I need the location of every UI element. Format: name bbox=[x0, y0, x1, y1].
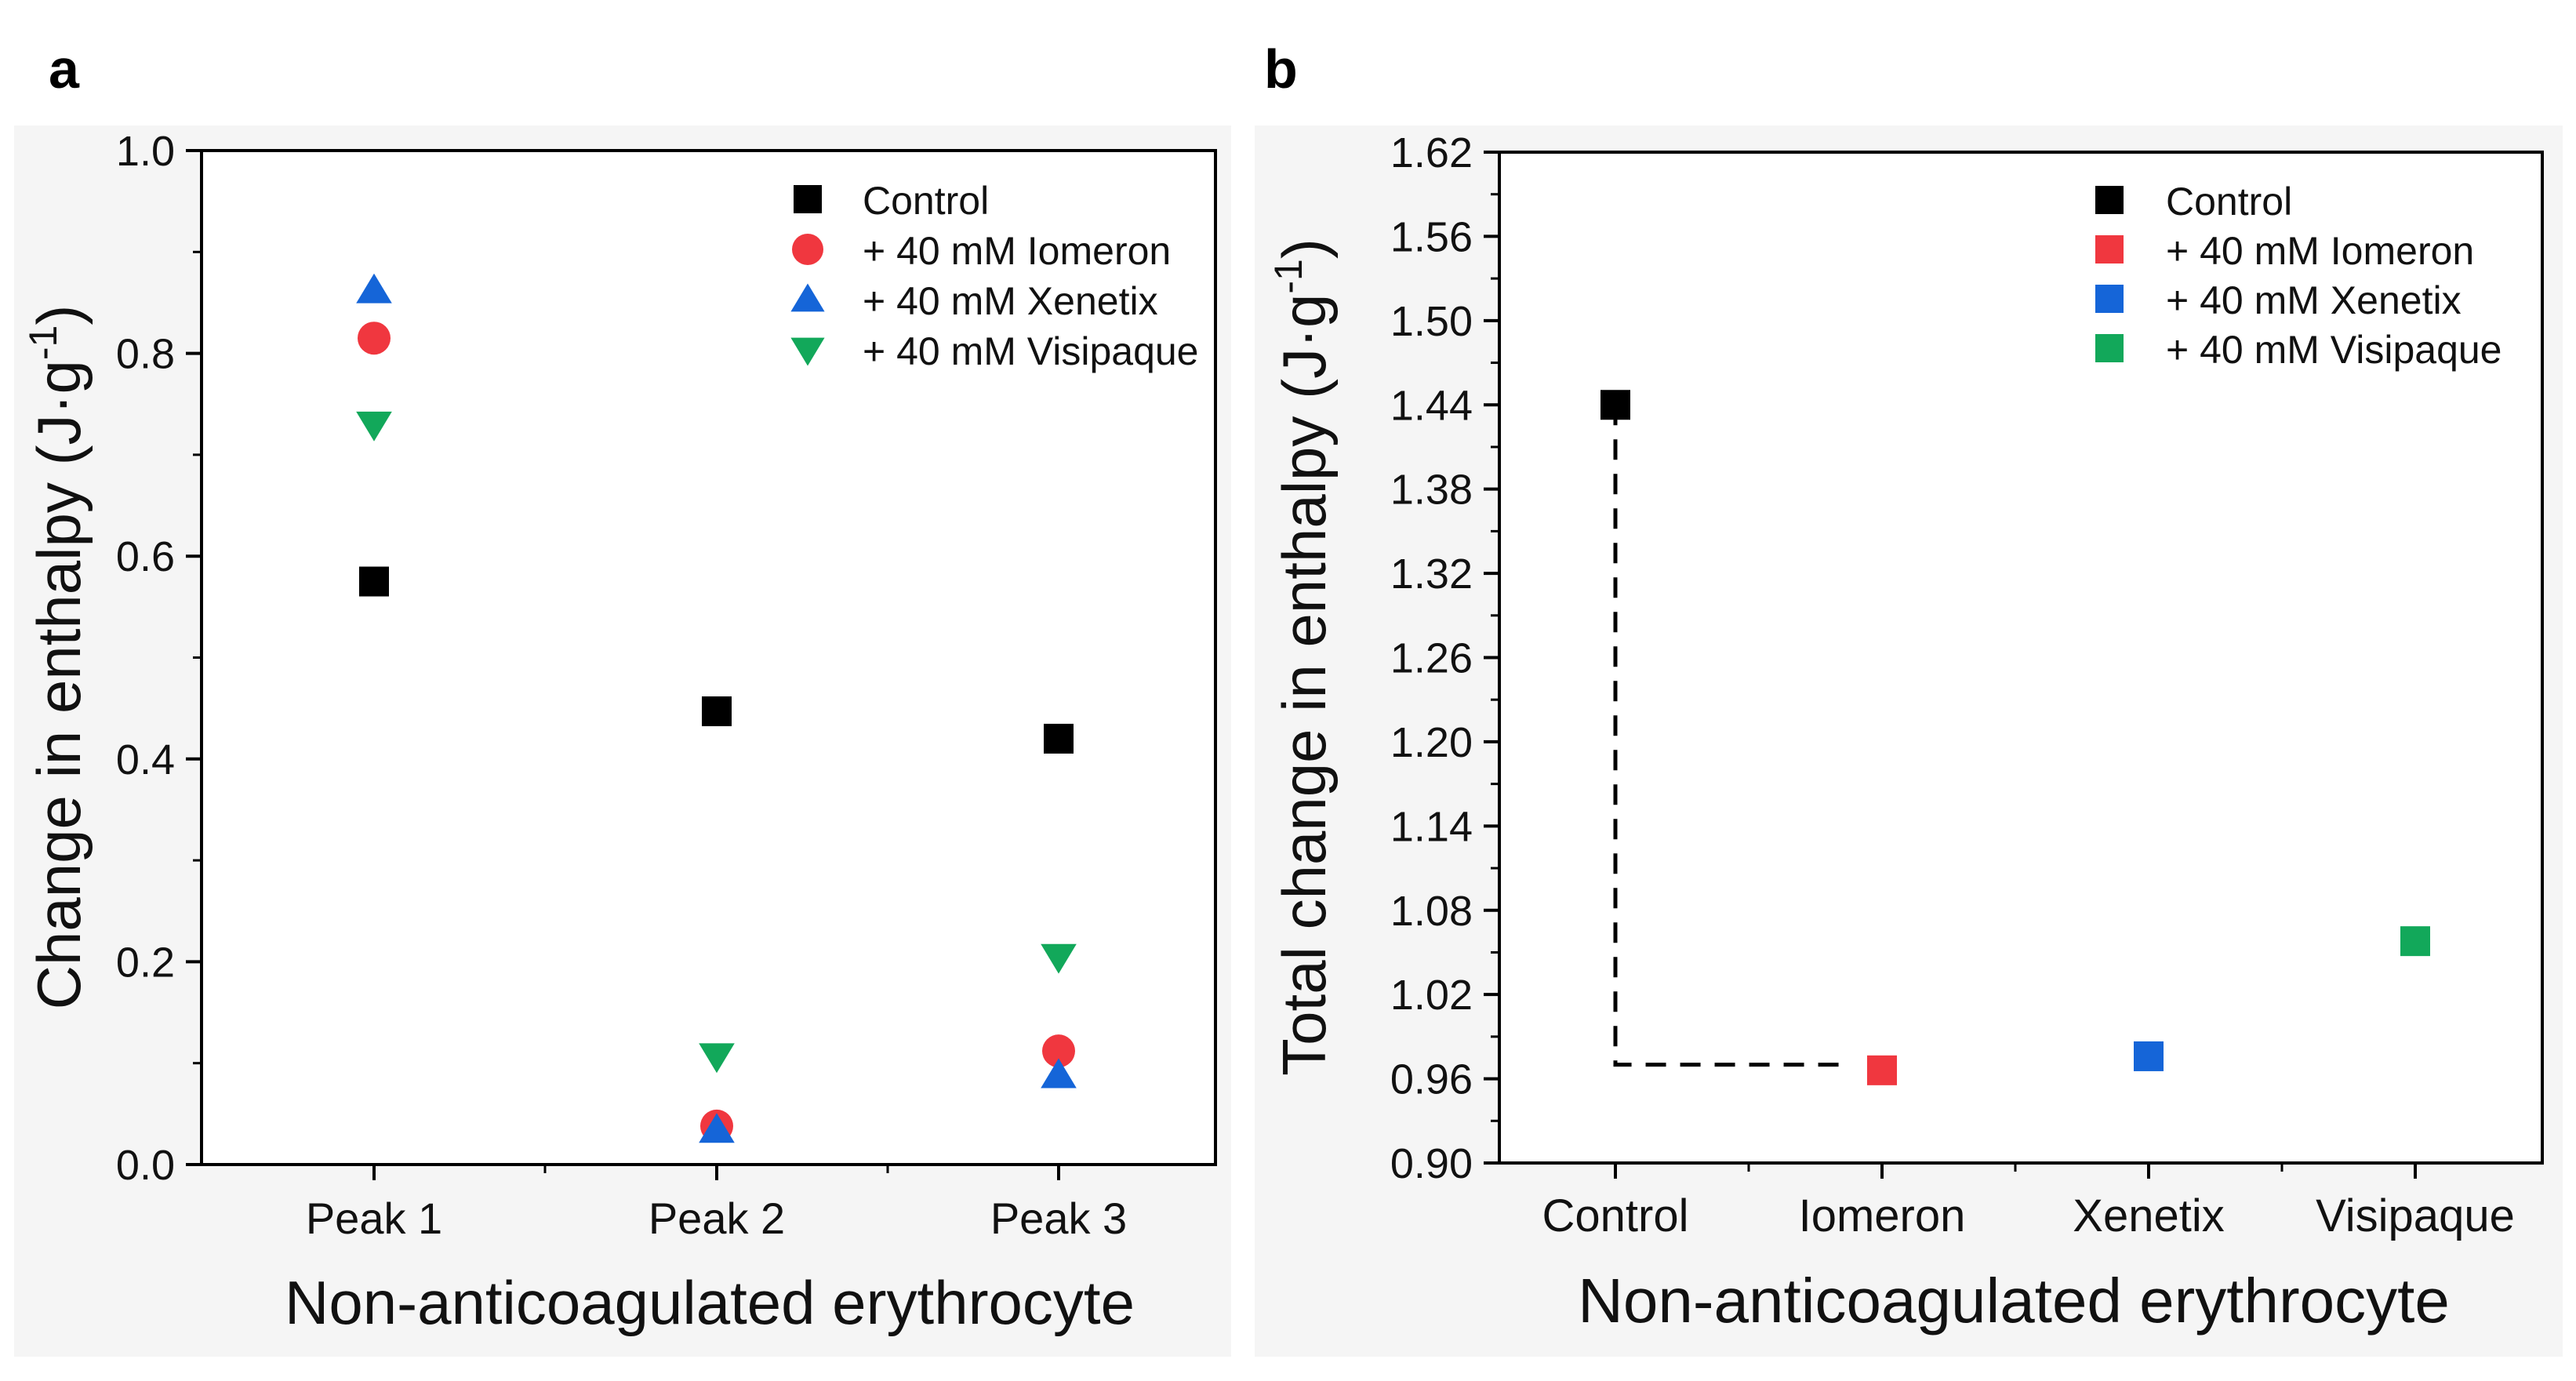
chart-a-point-circle bbox=[1042, 1034, 1075, 1068]
chart-a-point-triangle-down bbox=[699, 1043, 735, 1074]
chart-a-point-triangle-up bbox=[699, 1113, 735, 1143]
chart-a-point-square bbox=[359, 566, 389, 597]
chart-a-legend-label: + 40 mM Visipaque bbox=[863, 329, 1199, 373]
chart-a-plot-area bbox=[200, 149, 1217, 1166]
chart-a-legend: Control + 40 mM Iomeron + 40 mM Xenetix + 4… bbox=[790, 179, 1199, 373]
chart-b-ytick-label: 1.44 bbox=[1390, 382, 1473, 429]
chart-b-ytick-label: 1.38 bbox=[1390, 467, 1473, 514]
chart-a-legend-symbol bbox=[790, 337, 825, 366]
chart-b-plot-area bbox=[1498, 151, 2544, 1165]
chart-a-ylabel: Change in enthalpy (J·g-1) bbox=[21, 305, 93, 1010]
chart-b-point-square bbox=[1600, 390, 1630, 420]
chart-a-legend-symbol bbox=[794, 185, 822, 213]
chart-b-point-square bbox=[1867, 1055, 1897, 1085]
chart-a-legend-label: + 40 mM Iomeron bbox=[863, 229, 1171, 273]
chart-b-ytick-label: 1.08 bbox=[1390, 888, 1473, 935]
chart-a-ytick-label: 0.2 bbox=[116, 939, 175, 986]
chart-a-point-triangle-down bbox=[356, 411, 392, 442]
chart-b-ytick-label: 1.32 bbox=[1390, 551, 1473, 598]
chart-a-ylabel-close: ) bbox=[24, 305, 93, 325]
chart-b-xtick-label: Xenetix bbox=[2073, 1190, 2224, 1241]
chart-b-x-axis: Control Iomeron Xenetix Visipaque bbox=[1542, 1163, 2515, 1241]
chart-a-xtick-label: Peak 3 bbox=[990, 1194, 1127, 1243]
chart-b-y-axis: 0.90 0.96 1.02 1.08 1.14 1.20 1.26 1.32 1.38 1.44… bbox=[1390, 129, 1499, 1187]
chart-a-legend-symbol bbox=[790, 283, 825, 312]
chart-b-legend: Control + 40 mM Iomeron + 40 mM Xenetix + 4… bbox=[2095, 180, 2502, 372]
chart-a-point-square bbox=[702, 696, 732, 727]
chart-a-ylabel-main: Change in enthalpy (J·g bbox=[24, 360, 93, 1009]
chart-b-point-square bbox=[2400, 926, 2430, 957]
chart-b-ytick-label: 0.96 bbox=[1390, 1056, 1473, 1103]
chart-b-ytick-label: 1.50 bbox=[1390, 298, 1473, 345]
chart-b: 0.90 0.96 1.02 1.08 1.14 1.20 1.26 1.32 1.38 1.44… bbox=[1266, 129, 2544, 1336]
chart-a-legend-label: Control bbox=[863, 179, 989, 223]
chart-a-ytick-label: 0.6 bbox=[116, 533, 175, 580]
chart-b-legend-symbol bbox=[2095, 235, 2124, 263]
chart-b-ytick-label: 1.20 bbox=[1390, 719, 1473, 766]
chart-a-xlabel: Non-anticoagulated erythrocyte bbox=[285, 1268, 1135, 1337]
chart-a-point-square bbox=[1044, 723, 1074, 754]
chart-b-legend-label: + 40 mM Iomeron bbox=[2166, 229, 2474, 273]
chart-b-legend-label: Control bbox=[2166, 180, 2292, 224]
chart-a-legend-label: + 40 mM Xenetix bbox=[863, 279, 1158, 323]
chart-b-ytick-label: 0.90 bbox=[1390, 1140, 1473, 1187]
chart-b-legend-label: + 40 mM Xenetix bbox=[2166, 278, 2462, 322]
chart-b-ytick-label: 1.62 bbox=[1390, 129, 1473, 176]
chart-b-legend-label: + 40 mM Visipaque bbox=[2166, 328, 2502, 372]
chart-a-point-circle bbox=[358, 322, 391, 355]
chart-b-ylabel: Total change in enthalpy (J·g-1) bbox=[1266, 238, 1339, 1076]
chart-a-ytick-label: 0.0 bbox=[116, 1142, 175, 1189]
chart-b-xtick-label: Control bbox=[1542, 1190, 1689, 1241]
chart-b-legend-symbol bbox=[2095, 186, 2124, 214]
chart-a-point-triangle-up bbox=[356, 273, 392, 303]
chart-a-x-axis: Peak 1 Peak 2 Peak 3 bbox=[306, 1165, 1127, 1243]
panel-label-a: a bbox=[49, 38, 80, 100]
chart-a-legend-symbol bbox=[792, 234, 823, 265]
chart-b-ytick-label: 1.56 bbox=[1390, 213, 1473, 260]
chart-b-ytick-label: 1.26 bbox=[1390, 635, 1473, 682]
chart-a-xtick-label: Peak 1 bbox=[306, 1194, 442, 1243]
chart-a-marks bbox=[356, 273, 1077, 1143]
chart-b-xtick-label: Visipaque bbox=[2316, 1190, 2515, 1241]
chart-a-point-triangle-up bbox=[1041, 1058, 1077, 1088]
chart-b-legend-symbol bbox=[2095, 285, 2124, 313]
chart-b-xlabel: Non-anticoagulated erythrocyte bbox=[1578, 1266, 2450, 1336]
chart-a-ylabel-sup: -1 bbox=[21, 325, 65, 360]
chart-b-ylabel-sup: -1 bbox=[1266, 259, 1310, 293]
chart-a-xtick-label: Peak 2 bbox=[649, 1194, 785, 1243]
chart-b-point-square bbox=[2134, 1041, 2164, 1071]
chart-b-dashed-connector bbox=[1613, 405, 1843, 1067]
chart-b-ytick-label: 1.14 bbox=[1390, 803, 1473, 850]
chart-b-ylabel-main: Total change in enthalpy (J·g bbox=[1270, 294, 1339, 1076]
chart-b-connector bbox=[1613, 405, 1843, 1067]
chart-b-marks bbox=[1600, 390, 2430, 1085]
chart-a: 0.0 0.2 0.4 0.6 0.8 1.0 Peak 1 Peak 2 Peak 3 No… bbox=[21, 128, 1217, 1337]
chart-a-point-triangle-down bbox=[1041, 943, 1077, 974]
chart-b-xtick-label: Iomeron bbox=[1799, 1190, 1966, 1241]
panel-label-b: b bbox=[1264, 38, 1298, 100]
chart-a-y-axis: 0.0 0.2 0.4 0.6 0.8 1.0 bbox=[116, 128, 202, 1189]
chart-a-ytick-label: 0.4 bbox=[116, 736, 175, 783]
chart-b-ytick-label: 1.02 bbox=[1390, 972, 1473, 1019]
chart-a-ytick-label: 0.8 bbox=[116, 331, 175, 378]
chart-b-legend-symbol bbox=[2095, 334, 2124, 362]
chart-b-ylabel-close: ) bbox=[1270, 238, 1339, 259]
chart-a-ytick-label: 1.0 bbox=[116, 128, 175, 175]
